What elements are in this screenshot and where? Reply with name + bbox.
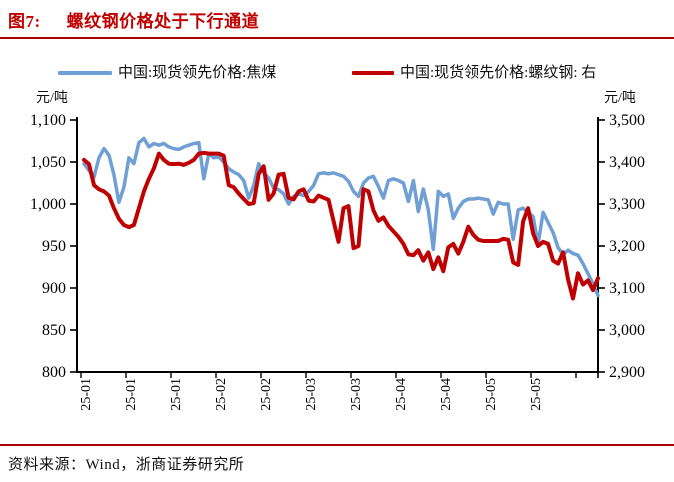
right-axis-tick-label: 2,900 bbox=[609, 364, 645, 381]
x-axis-tick-label: 25-02 bbox=[259, 378, 274, 411]
left-axis-tick-label: 1,050 bbox=[30, 154, 66, 171]
right-axis-tick-label: 3,200 bbox=[609, 238, 645, 255]
x-axis-tick-label: 25-05 bbox=[529, 378, 544, 411]
left-axis-tick-label: 1,100 bbox=[30, 112, 66, 129]
source-text: 资料来源：Wind，浙商证券研究所 bbox=[8, 457, 245, 473]
x-axis-tick-label: 25-04 bbox=[394, 378, 409, 411]
figure-title-text: 螺纹钢价格处于下行通道 bbox=[66, 12, 260, 31]
legend-line-swatch-rebar bbox=[352, 71, 394, 75]
left-axis-tick-label: 900 bbox=[42, 280, 66, 297]
left-axis-tick-label: 850 bbox=[42, 322, 66, 339]
x-axis-tick-label: 25-04 bbox=[439, 378, 454, 411]
right-axis-unit-label: 元/吨 bbox=[604, 91, 636, 106]
left-axis-tick-label: 800 bbox=[42, 364, 66, 381]
footer-divider bbox=[0, 444, 674, 446]
legend-label-coal: 中国:现货领先价格:焦煤 bbox=[118, 65, 277, 81]
series-line-rebar bbox=[82, 150, 600, 301]
figure-number: 图7: bbox=[8, 12, 41, 31]
x-axis-tick-label: 25-03 bbox=[349, 378, 364, 411]
left-axis-unit-label: 元/吨 bbox=[36, 91, 68, 106]
figure-title: 图7: 螺纹钢价格处于下行通道 bbox=[8, 7, 259, 32]
legend-line-swatch-coal bbox=[58, 71, 112, 75]
x-axis-tick-label: 25-01 bbox=[169, 378, 184, 411]
x-axis-tick-label: 25-01 bbox=[79, 378, 94, 411]
x-axis-tick-label: 25-03 bbox=[304, 378, 319, 411]
right-axis-tick-label: 3,400 bbox=[609, 154, 645, 171]
right-axis-tick-label: 3,300 bbox=[609, 196, 645, 213]
series-line-coal bbox=[82, 136, 600, 298]
right-axis-tick-label: 3,500 bbox=[609, 112, 645, 129]
x-axis-tick-label: 25-05 bbox=[484, 378, 499, 411]
legend-label-rebar: 中国:现货领先价格:螺纹钢: 右 bbox=[400, 65, 597, 81]
title-underline bbox=[0, 37, 674, 39]
right-axis-tick-label: 3,000 bbox=[609, 322, 645, 339]
right-axis-tick-label: 3,100 bbox=[609, 280, 645, 297]
left-axis-tick-label: 950 bbox=[42, 238, 66, 255]
left-axis-tick-label: 1,000 bbox=[30, 196, 66, 213]
x-axis-tick-label: 25-02 bbox=[214, 378, 229, 411]
x-axis-tick-label: 25-01 bbox=[124, 378, 139, 411]
